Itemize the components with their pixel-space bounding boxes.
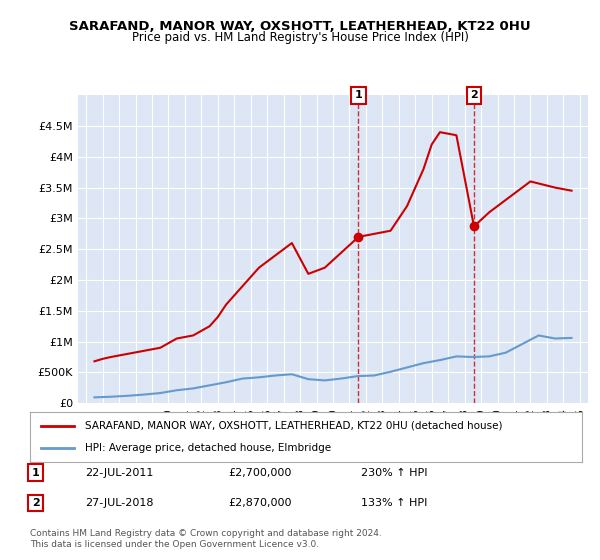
- Text: 2: 2: [470, 90, 478, 100]
- Text: Price paid vs. HM Land Registry's House Price Index (HPI): Price paid vs. HM Land Registry's House …: [131, 31, 469, 44]
- Text: 1: 1: [355, 90, 362, 100]
- Text: SARAFAND, MANOR WAY, OXSHOTT, LEATHERHEAD, KT22 0HU (detached house): SARAFAND, MANOR WAY, OXSHOTT, LEATHERHEA…: [85, 421, 503, 431]
- Text: 230% ↑ HPI: 230% ↑ HPI: [361, 468, 428, 478]
- Text: 2: 2: [32, 498, 40, 508]
- Text: £2,700,000: £2,700,000: [229, 468, 292, 478]
- Text: 22-JUL-2011: 22-JUL-2011: [85, 468, 154, 478]
- Text: 133% ↑ HPI: 133% ↑ HPI: [361, 498, 428, 508]
- Text: 27-JUL-2018: 27-JUL-2018: [85, 498, 154, 508]
- Text: 1: 1: [32, 468, 40, 478]
- Text: HPI: Average price, detached house, Elmbridge: HPI: Average price, detached house, Elmb…: [85, 443, 331, 453]
- Text: Contains HM Land Registry data © Crown copyright and database right 2024.
This d: Contains HM Land Registry data © Crown c…: [30, 529, 382, 549]
- Text: SARAFAND, MANOR WAY, OXSHOTT, LEATHERHEAD, KT22 0HU: SARAFAND, MANOR WAY, OXSHOTT, LEATHERHEA…: [69, 20, 531, 32]
- Text: £2,870,000: £2,870,000: [229, 498, 292, 508]
